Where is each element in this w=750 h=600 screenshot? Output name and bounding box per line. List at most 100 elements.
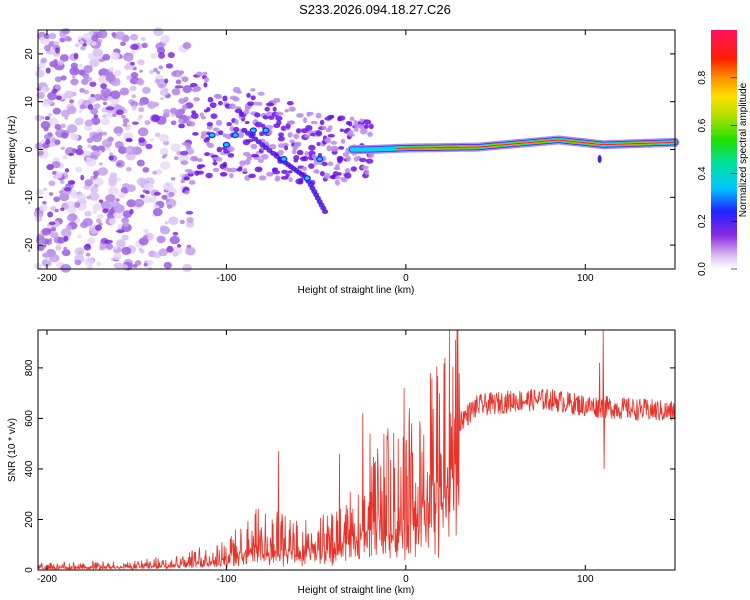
spectrogram-noise-peak bbox=[129, 208, 134, 215]
spectrogram-noise-peak bbox=[153, 191, 161, 196]
spectrogram-descent-cell bbox=[207, 142, 214, 149]
spectrogram-noise-cell bbox=[126, 75, 132, 81]
spectrogram-noise-cell bbox=[115, 198, 120, 202]
spectrogram-noise-cell bbox=[86, 137, 94, 144]
spectrogram-noise-cell bbox=[54, 124, 62, 130]
spectrogram-noise-cell bbox=[74, 117, 84, 126]
spectrogram-noise-cell bbox=[169, 235, 180, 245]
spectrogram-noise-cell bbox=[136, 159, 145, 167]
snr-series-line bbox=[37, 329, 676, 571]
spectrogram-noise-peak bbox=[130, 61, 135, 66]
spectrogram-descent-cell bbox=[251, 153, 259, 158]
spectrogram-descent-cell bbox=[232, 96, 240, 102]
colorbar-label: Normalized spectral amplitude bbox=[738, 82, 749, 217]
spectrogram-descent-cell bbox=[285, 173, 290, 178]
spectrogram-noise-cell bbox=[97, 213, 104, 219]
spectrogram-descent-cell bbox=[293, 141, 301, 148]
spectrogram-descent-cell bbox=[330, 140, 338, 145]
spectrogram-descent-cell bbox=[199, 112, 205, 117]
spectrogram-noise-cell bbox=[79, 88, 86, 93]
spectrogram-noise-cell bbox=[78, 63, 83, 68]
spectrogram-noise-cell bbox=[179, 70, 185, 75]
spectrogram-noise-peak bbox=[45, 138, 51, 145]
spectrogram-descent-cell bbox=[305, 124, 313, 132]
spectrogram-noise-cell bbox=[35, 69, 45, 78]
snr-ticks: -200 -100 0 100 0 200 400 600 800 bbox=[24, 330, 675, 585]
spectrogram-descent-cell bbox=[233, 126, 240, 133]
spectrogram-descent-cell bbox=[293, 155, 300, 161]
spectrogram-descent-cell bbox=[253, 101, 259, 106]
spectrogram-noise-cell bbox=[105, 146, 111, 152]
spectrogram-descent-cell bbox=[204, 152, 211, 157]
spectrogram-descent-cell bbox=[308, 144, 316, 151]
spectrogram-noise-cell bbox=[116, 177, 122, 182]
spectrogram-noise-cell bbox=[64, 35, 71, 42]
spectrogram-noise-peak bbox=[63, 235, 69, 242]
spectrogram-noise-cell bbox=[175, 79, 182, 85]
spectrogram-noise-cell bbox=[118, 146, 128, 155]
colorbar-tick-label: 0.6 bbox=[697, 118, 708, 132]
spectrogram-noise-peak bbox=[164, 78, 169, 84]
spectrogram-noise-cell bbox=[107, 136, 114, 142]
spectrogram-descent-cell bbox=[246, 92, 251, 98]
spectrogram-descent-cell bbox=[187, 115, 192, 120]
spectrogram-noise-cell bbox=[66, 205, 77, 214]
spectrogram-noise-peak bbox=[180, 150, 189, 156]
spectrogram-noise-cell bbox=[152, 170, 158, 175]
spectrogram-noise-cell bbox=[113, 245, 118, 250]
spectrogram-descent-cell bbox=[203, 76, 210, 83]
spectrogram-noise-cell bbox=[64, 116, 69, 120]
spectrogram-descent-cell bbox=[296, 149, 304, 156]
spectrogram-noise-cell bbox=[96, 218, 102, 223]
spectrogram-noise-cell bbox=[181, 76, 189, 83]
spectrogram-descent-cell bbox=[180, 160, 189, 166]
spectrogram-noise-cell bbox=[120, 187, 129, 194]
spectrogram-descent-cell bbox=[191, 155, 199, 162]
spectrogram-noise-cell bbox=[84, 257, 95, 266]
spectrogram-noise-cell bbox=[60, 146, 65, 151]
spectrogram-noise-cell bbox=[107, 96, 113, 101]
spectrogram-noise-cell bbox=[92, 209, 97, 214]
spectrogram-descent-cell bbox=[276, 120, 282, 126]
spectrogram-noise-peak bbox=[64, 187, 72, 192]
spectrogram-descent-cell bbox=[288, 120, 296, 125]
spectrogram-descent-cell bbox=[282, 142, 289, 147]
spectrogram-noise-cell bbox=[149, 138, 154, 142]
spectrogram-noise-cell bbox=[57, 236, 66, 244]
spectrogram-noise-cell bbox=[97, 167, 109, 176]
spectrogram-descent-cell bbox=[235, 106, 242, 110]
spectrogram-descent-cell bbox=[287, 132, 293, 138]
spectrogram-descent-cell bbox=[250, 95, 256, 101]
spectrogram-noise-cell bbox=[125, 56, 133, 62]
spectrogram-noise-cell bbox=[89, 192, 100, 201]
spectrogram-noise-cell bbox=[158, 83, 165, 89]
spectrogram-noise-peak bbox=[45, 67, 51, 74]
spectrogram-noise-cell bbox=[102, 101, 107, 106]
spectrogram-noise-cell bbox=[96, 145, 106, 153]
spectrogram-descent-cell bbox=[275, 115, 283, 121]
spectrogram-noise-cell bbox=[42, 200, 47, 205]
spectrogram-noise-peak bbox=[93, 114, 99, 119]
spectrogram-noise-cell bbox=[156, 235, 166, 244]
spectrogram-noise-cell bbox=[148, 69, 155, 75]
spectrogram-noise-peak bbox=[55, 47, 60, 54]
snr-x-tick-label: -200 bbox=[37, 574, 57, 585]
colorbar-tick-label: 0.2 bbox=[697, 214, 708, 228]
spectrogram-descent-cell bbox=[319, 171, 325, 177]
spectrogram-noise-peak bbox=[102, 208, 109, 214]
spectrogram-noise-cell bbox=[101, 117, 110, 126]
spectrogram-peak-cell bbox=[280, 156, 288, 163]
spectrogram-descent-cell bbox=[304, 151, 309, 157]
spectrogram-descent-cell bbox=[200, 115, 206, 120]
spectrogram-noise-cell bbox=[102, 131, 107, 136]
spectrogram-descent-cell bbox=[275, 111, 284, 116]
spectrogram-noise-cell bbox=[84, 210, 92, 217]
spectrogram-noise-cell bbox=[142, 86, 151, 94]
spectrogram-descent-cell bbox=[348, 121, 353, 127]
spectrogram-descent-cell bbox=[315, 168, 320, 175]
spectrogram-noise-cell bbox=[87, 144, 92, 149]
spectrogram-descent-cell bbox=[359, 157, 367, 163]
spectrogram-noise-cell bbox=[125, 145, 136, 155]
spectrogram-noise-cell bbox=[49, 60, 58, 68]
spectrogram-noise-cell bbox=[139, 69, 144, 73]
